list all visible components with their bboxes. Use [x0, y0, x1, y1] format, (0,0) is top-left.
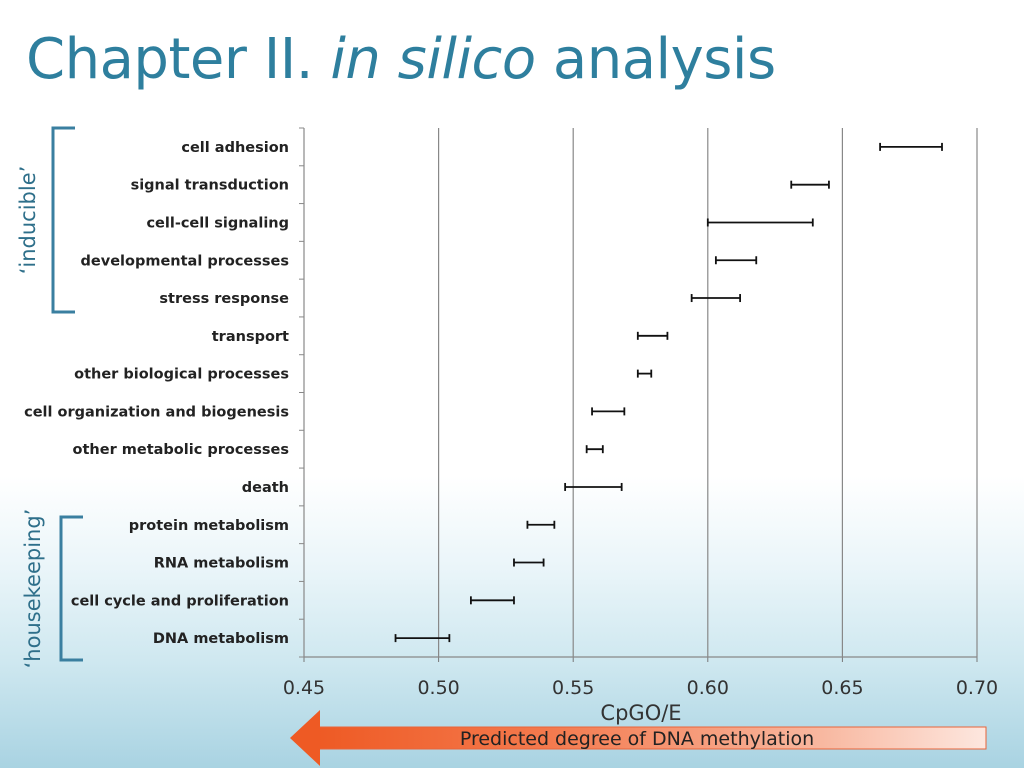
x-tick-label: 0.50 [417, 677, 459, 699]
error-bar [585, 445, 604, 454]
x-tick-label: 0.70 [956, 677, 998, 699]
error-bar [470, 596, 515, 605]
group-bracket [51, 126, 75, 314]
page-title: Chapter II. in silico analysis [26, 22, 776, 98]
title-rest: analysis [535, 27, 776, 92]
x-tick-label: 0.55 [552, 677, 594, 699]
category-label: protein metabolism [129, 518, 289, 534]
category-label: other metabolic processes [73, 442, 289, 458]
error-bar [636, 331, 669, 340]
category-label: developmental processes [81, 253, 289, 269]
group-label: ‘inducible’ [16, 166, 40, 275]
chart-axes [299, 127, 978, 662]
category-label: cell organization and biogenesis [24, 404, 289, 420]
error-bar [564, 482, 623, 491]
title-plain: Chapter II. [26, 27, 331, 92]
arrow-head [290, 710, 320, 766]
x-tick-label: 0.60 [687, 677, 729, 699]
category-labels: cell adhesion signal transduction cell-cel… [24, 140, 289, 647]
arrow-label: Predicted degree of DNA methylation [460, 728, 814, 750]
error-bar [591, 407, 626, 416]
category-label: cell adhesion [181, 140, 289, 156]
error-bar [714, 256, 758, 265]
title-italic: in silico [330, 27, 536, 92]
category-label: DNA metabolism [153, 631, 289, 647]
error-bar [394, 634, 451, 643]
error-bar [690, 294, 742, 303]
category-label: signal transduction [131, 178, 289, 194]
error-bar [636, 369, 653, 378]
group-bracket [59, 515, 83, 662]
group-brackets: ‘inducible’ ‘housekeeping’ [16, 126, 83, 669]
x-tick-label: 0.45 [283, 677, 325, 699]
gridlines [438, 128, 978, 657]
error-bars [394, 142, 943, 643]
x-tick-label: 0.65 [821, 677, 863, 699]
error-bar [879, 142, 943, 151]
error-bar [790, 180, 830, 189]
category-label: death [242, 480, 289, 496]
category-label: other biological processes [74, 367, 289, 383]
category-label: stress response [159, 291, 289, 307]
methylation-arrow: Predicted degree of DNA methylation [290, 710, 987, 766]
x-tick-labels: 0.45 0.50 0.55 0.60 0.65 0.70 [283, 677, 998, 699]
error-bar [513, 558, 545, 567]
category-label: transport [212, 329, 289, 345]
group-label: ‘housekeeping’ [21, 509, 45, 669]
x-axis-title: CpGO/E [600, 701, 681, 725]
category-label: RNA metabolism [154, 556, 289, 572]
category-label: cell cycle and proliferation [71, 593, 289, 609]
error-bar [706, 218, 814, 227]
category-label: cell-cell signaling [146, 215, 289, 231]
error-bar [526, 520, 556, 529]
